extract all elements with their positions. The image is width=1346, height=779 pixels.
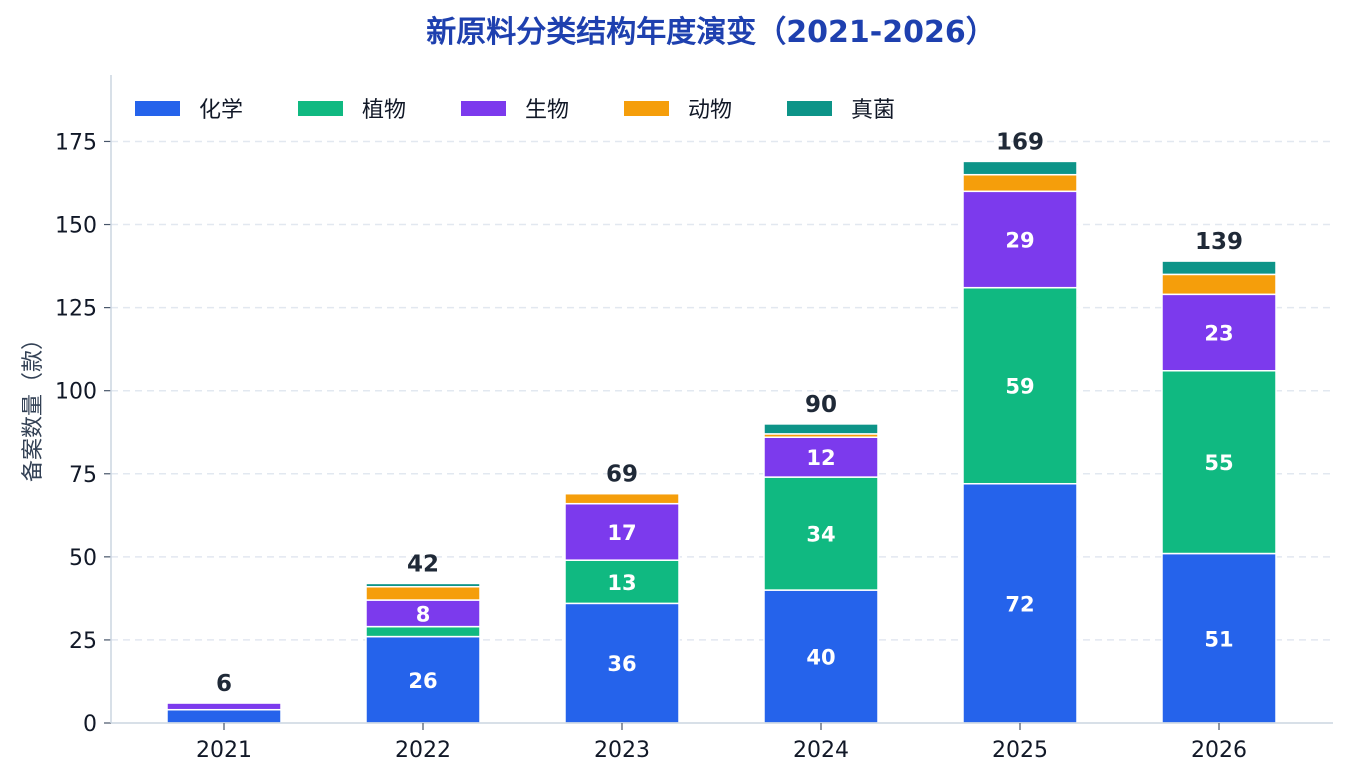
segment-label-2026-series-0: 51 <box>1204 627 1233 651</box>
x-tick-label-2024: 2024 <box>793 738 849 763</box>
x-tick-label-2022: 2022 <box>395 738 451 763</box>
gridlines <box>111 140 1333 641</box>
bar-2022-series-2 <box>365 599 481 628</box>
segment-label-2026-series-2: 23 <box>1204 322 1233 346</box>
y-tick-label-3: 75 <box>69 463 97 488</box>
legend-label-3: 动物 <box>688 98 732 123</box>
legend-swatch-3 <box>624 101 669 116</box>
bar-2026-series-2 <box>1161 293 1277 372</box>
bar-2022-series-3 <box>365 586 481 601</box>
bar-2024-series-2 <box>763 436 879 478</box>
bar-2022-series-1 <box>365 625 481 638</box>
segment-label-2024-series-0: 40 <box>806 646 835 670</box>
bar-2021-series-0 <box>166 708 282 724</box>
bar-2024-series-0 <box>763 589 879 724</box>
bar-2026-series-1 <box>1161 370 1277 555</box>
segment-label-2022-series-2: 8 <box>416 602 431 626</box>
bar-2026-series-4 <box>1161 260 1277 276</box>
total-label-2023: 69 <box>606 462 638 488</box>
segment-label-2022-series-0: 26 <box>408 669 437 693</box>
segment-label-2025-series-0: 72 <box>1005 592 1034 616</box>
segment-label-2026-series-1: 55 <box>1204 451 1233 475</box>
bar-2025-series-2 <box>962 190 1078 289</box>
x-tick-label-2021: 2021 <box>196 738 252 763</box>
segment-label-2023-series-0: 36 <box>607 652 636 676</box>
bar-2025-series-1 <box>962 286 1078 485</box>
axes: 0 25 50 75 100 125 150 175 2021 2022 2023 2024 2025 2… <box>55 75 1333 763</box>
x-tick-label-2026: 2026 <box>1191 738 1247 763</box>
y-tick-label-4: 100 <box>55 380 97 405</box>
bar-2024-series-1 <box>763 476 879 591</box>
bar-2026-series-3 <box>1161 273 1277 296</box>
bar-2024-series-4 <box>763 423 879 435</box>
bar-2025-series-4 <box>962 160 1078 176</box>
bar-2023-series-2 <box>564 502 680 561</box>
segment-label-2023-series-2: 17 <box>607 521 636 545</box>
segment-label-2024-series-1: 34 <box>806 523 835 547</box>
segment-label-2025-series-2: 29 <box>1005 228 1034 252</box>
y-tick-label-6: 150 <box>55 214 97 239</box>
bar-2023-series-1 <box>564 559 680 605</box>
y-tick-label-7: 175 <box>55 130 97 155</box>
bar-2021-series-2 <box>166 702 282 711</box>
bar-2025-series-0 <box>962 482 1078 724</box>
bar-2025-series-3 <box>962 173 1078 193</box>
bar-2022-series-0 <box>365 635 481 724</box>
total-label-2024: 90 <box>805 392 837 418</box>
y-tick-label-1: 25 <box>69 629 97 654</box>
legend-swatch-2 <box>461 101 506 116</box>
segment-label-2023-series-1: 13 <box>607 571 636 595</box>
chart-title: 新原料分类结构年度演变（2021-2026） <box>426 15 995 50</box>
y-tick-label-0: 0 <box>83 712 97 737</box>
segment-label-2025-series-1: 59 <box>1005 375 1034 399</box>
bar-2022-series-4 <box>365 582 481 588</box>
legend-label-2: 生物 <box>525 98 569 123</box>
x-tick-label-2023: 2023 <box>594 738 650 763</box>
y-tick-label-2: 50 <box>69 546 97 571</box>
bar-2026-series-0 <box>1161 552 1277 724</box>
total-label-2022: 42 <box>407 551 439 577</box>
legend-swatch-0 <box>135 101 180 116</box>
total-label-2025: 169 <box>996 129 1044 155</box>
legend-swatch-1 <box>298 101 343 116</box>
bars: 6 26 8 42 36 13 17 69 40 34 12 90 72 59 29 169 51 55 23 139 <box>166 129 1277 724</box>
legend-swatch-4 <box>787 101 832 116</box>
legend-label-0: 化学 <box>199 98 243 123</box>
segment-label-2024-series-2: 12 <box>806 446 835 470</box>
x-tick-label-2025: 2025 <box>992 738 1048 763</box>
legend: 化学 植物 生物 动物 真菌 <box>135 98 895 123</box>
y-axis-label: 备案数量（款） <box>21 328 46 482</box>
legend-label-1: 植物 <box>362 98 406 123</box>
y-tick-label-5: 125 <box>55 297 97 322</box>
total-label-2021: 6 <box>216 671 232 697</box>
bar-2023-series-3 <box>564 492 680 505</box>
total-label-2026: 139 <box>1195 229 1243 255</box>
legend-label-4: 真菌 <box>851 98 895 123</box>
